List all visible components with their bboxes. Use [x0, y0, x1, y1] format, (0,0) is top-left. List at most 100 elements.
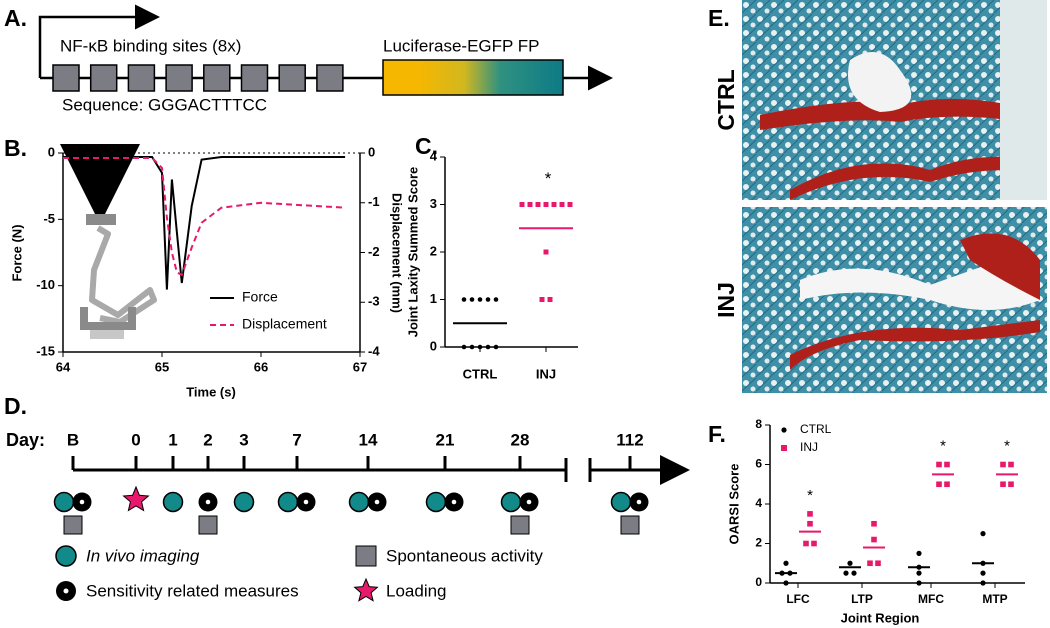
binding-sites	[52, 64, 344, 92]
panel-label: D.	[4, 393, 27, 419]
binding-site	[89, 64, 118, 92]
x-tick-label: LFC	[786, 592, 810, 606]
legend-icon	[63, 588, 69, 594]
y-tick-label: 0	[430, 338, 437, 353]
imaging-icon	[425, 491, 447, 513]
point	[980, 580, 986, 586]
day-label: 28	[511, 430, 530, 449]
y2-tick-label: -2	[368, 244, 380, 259]
point	[485, 297, 491, 302]
legend-text: Loading	[386, 581, 447, 600]
point	[936, 481, 942, 488]
x-axis-label: Time (s)	[186, 384, 236, 399]
point	[567, 202, 573, 207]
y-tick-label: 6	[755, 457, 762, 471]
point	[851, 570, 857, 576]
point	[469, 297, 475, 302]
day-label: 2	[203, 430, 212, 449]
panel-label: B.	[4, 135, 27, 161]
binding-sites-label: NF-κB binding sites (8x)	[60, 36, 241, 55]
point	[493, 344, 499, 350]
activity-icon	[198, 515, 218, 535]
point	[469, 344, 475, 350]
imaging-icon	[277, 491, 299, 513]
x-tick-label: MTP	[982, 592, 1007, 606]
group-label: CTRL	[713, 69, 739, 130]
legend-swatch	[781, 427, 787, 433]
day-label: 21	[436, 430, 455, 449]
significance: *	[1004, 437, 1010, 454]
line-series	[63, 156, 346, 290]
legend-icon	[355, 545, 377, 567]
activity-icon	[63, 515, 83, 535]
significance: *	[545, 169, 552, 188]
point	[493, 297, 499, 302]
point	[916, 550, 922, 556]
binding-site	[316, 64, 344, 92]
binding-site	[127, 64, 156, 92]
panel-label: F.	[708, 421, 726, 447]
point	[803, 540, 809, 547]
day-label: 7	[292, 430, 301, 449]
point	[519, 202, 525, 207]
timeline-events: B 0 1 2 3 7 14 21 28 112	[53, 430, 649, 535]
point	[944, 481, 950, 488]
y-tick-label: 3	[430, 196, 437, 211]
imaging-icon	[53, 491, 75, 513]
binding-site	[240, 64, 269, 92]
point	[811, 540, 817, 547]
activity-icon	[620, 515, 640, 535]
reporter-label: Luciferase-EGFP FP	[383, 36, 540, 55]
y-tick-label: 4	[755, 496, 762, 510]
leg-inset	[60, 144, 157, 339]
imaging-icon	[162, 491, 184, 513]
point	[535, 202, 541, 207]
imaging-icon	[348, 491, 370, 513]
binding-site	[278, 64, 306, 92]
point	[783, 580, 789, 586]
imaging-icon	[233, 491, 255, 513]
y-tick-label: 2	[755, 536, 762, 550]
x-tick-label: 67	[353, 359, 367, 374]
point	[461, 344, 467, 350]
sensitivity-dot	[374, 499, 380, 505]
legend-icon	[353, 577, 379, 602]
point	[867, 560, 873, 567]
legend-label: Displacement	[242, 316, 327, 332]
binding-site	[203, 64, 231, 92]
legend-label: INJ	[800, 440, 818, 454]
point	[461, 297, 467, 302]
y-tick-label: -5	[43, 211, 55, 226]
x-tick-label: LTP	[851, 592, 873, 606]
y-axis-label: Joint Laxity Summed Score	[405, 167, 420, 338]
point	[980, 570, 986, 576]
x-tick-label: 64	[56, 359, 71, 374]
y-tick-label: 2	[430, 243, 437, 258]
y-tick-label: -10	[36, 277, 55, 292]
point	[944, 461, 950, 468]
point	[807, 511, 813, 517]
point	[807, 520, 813, 527]
point	[783, 560, 789, 566]
x-tick-label: CTRL	[463, 366, 498, 381]
binding-site	[52, 64, 80, 92]
point	[916, 570, 922, 576]
binding-site	[165, 64, 193, 92]
point	[916, 580, 922, 586]
day-label: Day:	[6, 430, 45, 450]
point	[477, 297, 483, 302]
day-label: 14	[359, 430, 378, 449]
panel-label: C.	[415, 133, 438, 159]
day-label: 3	[239, 430, 248, 449]
x-tick-label: INJ	[536, 366, 556, 381]
y2-axis-label: Displacement (mm)	[390, 193, 405, 313]
y2-tick-label: -4	[368, 343, 380, 358]
point	[559, 202, 565, 207]
legend-label: Force	[242, 289, 278, 305]
point	[1000, 461, 1006, 468]
legend-text: Spontaneous activity	[386, 546, 543, 565]
imaging-icon	[610, 491, 632, 513]
imaging-icon	[500, 491, 522, 513]
